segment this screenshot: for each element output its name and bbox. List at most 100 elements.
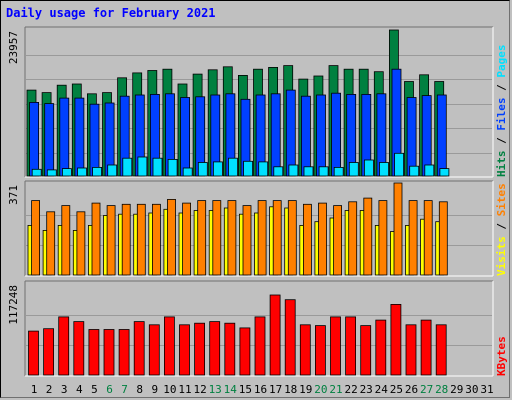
bar-sites — [242, 205, 252, 276]
bar-sites — [167, 198, 176, 276]
bar-kbytes — [58, 316, 70, 376]
bar-files — [180, 97, 191, 177]
bar-pages — [439, 168, 450, 177]
bar-kbytes — [163, 316, 175, 376]
bar-pages — [152, 157, 163, 177]
bar-files — [421, 95, 432, 177]
x-tick-label: 2 — [46, 383, 53, 396]
bar-files — [436, 94, 447, 177]
bar-sites — [182, 202, 192, 276]
bar-kbytes — [360, 325, 372, 376]
bar-pages — [424, 164, 435, 177]
bar-kbytes — [239, 327, 251, 376]
bar-files — [59, 97, 70, 177]
bar-sites — [106, 205, 116, 276]
bar-files — [29, 102, 40, 177]
bar-sites — [318, 202, 327, 276]
bar-sites — [61, 205, 71, 276]
bar-sites — [91, 202, 101, 276]
bar-kbytes — [299, 324, 311, 376]
legend-entry: Pages — [495, 45, 508, 78]
bar-files — [44, 103, 55, 177]
x-tick-label: 30 — [465, 383, 478, 396]
x-tick-label: 5 — [91, 383, 98, 396]
x-tick-label: 8 — [136, 383, 143, 396]
x-tick-label: 20 — [314, 383, 327, 396]
legend-entry: / — [495, 216, 508, 236]
bar-kbytes — [254, 316, 266, 376]
bar-kbytes — [43, 328, 54, 376]
legend-hits-files-pages: Hits / Files / Pages — [495, 45, 508, 178]
bar-sites — [212, 200, 222, 276]
bar-pages — [409, 165, 420, 177]
bar-sites — [76, 211, 86, 276]
bar-pages — [379, 162, 389, 177]
bar-kbytes — [194, 322, 206, 376]
bar-kbytes — [118, 329, 130, 376]
bar-kbytes — [405, 324, 417, 376]
x-tick-label: 31 — [480, 383, 493, 396]
bar-kbytes — [314, 325, 326, 376]
bar-kbytes — [148, 324, 160, 376]
bar-pages — [303, 166, 314, 177]
bar-files — [300, 95, 311, 177]
bar-kbytes — [224, 322, 236, 376]
bar-pages — [137, 156, 148, 177]
bar-sites — [31, 200, 41, 276]
bar-pages — [273, 166, 284, 177]
bar-pages — [62, 168, 72, 177]
x-tick-label: 16 — [254, 383, 267, 396]
legend-entry: Visits — [495, 236, 508, 276]
bar-kbytes — [103, 329, 115, 376]
x-tick-label: 17 — [269, 383, 282, 396]
bar-pages — [394, 152, 405, 177]
bar-sites — [438, 201, 448, 276]
bar-sites — [151, 203, 161, 276]
bar-pages — [92, 166, 102, 177]
legend-visits-sites: Visits / Sites — [495, 183, 508, 276]
x-tick-label: 27 — [420, 383, 433, 396]
x-tick-label: 25 — [390, 383, 403, 396]
x-tick-label: 24 — [375, 383, 389, 396]
bar-sites — [348, 201, 358, 276]
bar-kbytes — [209, 321, 221, 376]
legend-entry: Hits — [495, 151, 508, 178]
bar-sites — [287, 200, 297, 276]
bar-kbytes — [269, 294, 281, 376]
legend-entry: Files — [495, 98, 508, 131]
chart-title: Daily usage for February 2021 — [6, 6, 216, 20]
bar-kbytes — [28, 330, 39, 376]
x-tick-label: 14 — [224, 383, 238, 396]
x-tick-label: 7 — [121, 383, 128, 396]
bar-files — [316, 94, 326, 177]
bar-kbytes — [375, 319, 387, 376]
bar-pages — [167, 158, 178, 177]
y-max-label: 23957 — [7, 31, 20, 64]
x-tick-label: 3 — [61, 383, 68, 396]
x-tick-label: 26 — [405, 383, 418, 396]
bar-pages — [318, 166, 329, 177]
bar-pages — [363, 159, 374, 177]
bar-pages — [212, 161, 223, 177]
bar-pages — [46, 169, 57, 177]
x-tick-label: 13 — [209, 383, 222, 396]
legend-entry: Sites — [495, 183, 508, 216]
x-tick-label: 9 — [151, 383, 158, 396]
bar-pages — [348, 162, 359, 177]
bar-sites — [333, 205, 343, 276]
bar-sites — [197, 200, 207, 276]
bar-sites — [136, 203, 146, 276]
bar-kbytes — [420, 319, 432, 376]
bar-pages — [228, 157, 238, 177]
bar-sites — [378, 200, 388, 276]
bar-pages — [197, 162, 208, 177]
x-tick-label: 23 — [360, 383, 373, 396]
bar-sites — [257, 200, 267, 276]
bar-sites — [363, 197, 373, 276]
bar-files — [270, 93, 281, 177]
legend-entry: / — [495, 131, 508, 151]
bar-sites — [302, 203, 312, 276]
x-tick-label: 6 — [106, 383, 113, 396]
bar-sites — [393, 182, 403, 276]
